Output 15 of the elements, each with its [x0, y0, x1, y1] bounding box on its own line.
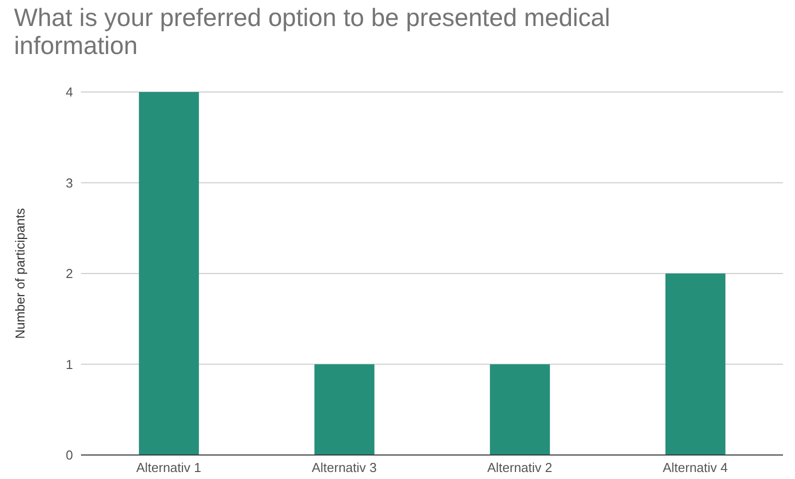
bar — [314, 364, 374, 455]
bar — [490, 364, 550, 455]
y-tick-label: 4 — [66, 84, 73, 100]
y-tick-label: 2 — [66, 266, 73, 282]
chart-title: What is your preferred option to be presented medical information — [14, 4, 612, 60]
y-tick-label: 3 — [66, 175, 73, 190]
bar — [665, 274, 726, 455]
y-tick-label: 1 — [66, 356, 73, 372]
bar — [138, 92, 199, 455]
y-axis-title: Number of participants — [12, 208, 28, 339]
x-tick-label: Alternativ 1 — [136, 460, 202, 476]
y-tick-label: 0 — [66, 448, 73, 463]
x-tick-label: Alternativ 4 — [662, 460, 728, 476]
x-tick-label: Alternativ 2 — [487, 460, 552, 476]
x-tick-label: Alternativ 3 — [312, 460, 377, 476]
